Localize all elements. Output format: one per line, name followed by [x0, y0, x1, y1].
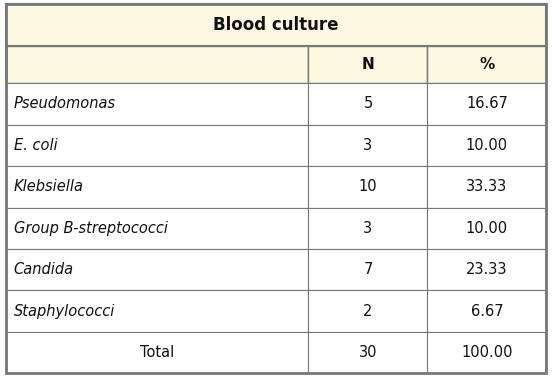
Bar	[309, 125, 427, 166]
Text: Klebsiella: Klebsiella	[14, 179, 84, 194]
Text: 10.00: 10.00	[466, 221, 508, 236]
Text: 5: 5	[363, 97, 373, 112]
Bar	[6, 290, 309, 332]
Bar	[6, 332, 309, 373]
Bar	[427, 166, 546, 207]
Bar	[427, 83, 546, 125]
Text: 16.67: 16.67	[466, 97, 508, 112]
Bar	[309, 290, 427, 332]
Text: 6.67: 6.67	[471, 303, 503, 319]
Bar	[309, 46, 427, 83]
Bar	[427, 332, 546, 373]
Bar	[6, 46, 309, 83]
Text: 10.00: 10.00	[466, 138, 508, 153]
Bar	[309, 166, 427, 207]
Text: Blood culture: Blood culture	[213, 16, 339, 34]
Text: 33.33: 33.33	[466, 179, 508, 194]
Text: 3: 3	[363, 138, 373, 153]
Bar	[6, 249, 309, 290]
Text: 2: 2	[363, 303, 373, 319]
Text: Total: Total	[140, 345, 174, 360]
Text: E. coli: E. coli	[14, 138, 57, 153]
Text: 23.33: 23.33	[466, 262, 508, 277]
Bar	[6, 83, 309, 125]
Text: Staphylococci: Staphylococci	[14, 303, 115, 319]
Bar	[427, 46, 546, 83]
Bar	[309, 332, 427, 373]
Text: Candida: Candida	[14, 262, 74, 277]
Bar	[6, 207, 309, 249]
Text: 3: 3	[363, 221, 373, 236]
Text: 10: 10	[359, 179, 377, 194]
Text: 7: 7	[363, 262, 373, 277]
Bar	[309, 83, 427, 125]
Bar	[309, 249, 427, 290]
Text: 30: 30	[359, 345, 377, 360]
Bar	[309, 207, 427, 249]
Text: Group B-streptococci: Group B-streptococci	[14, 221, 168, 236]
Bar	[6, 166, 309, 207]
Text: N: N	[362, 57, 374, 72]
Bar	[6, 125, 309, 166]
Text: 100.00: 100.00	[461, 345, 513, 360]
Text: Pseudomonas: Pseudomonas	[14, 97, 116, 112]
Text: %: %	[479, 57, 495, 72]
Bar	[427, 290, 546, 332]
Bar	[427, 249, 546, 290]
Bar	[6, 4, 546, 46]
Bar	[427, 207, 546, 249]
Bar	[427, 125, 546, 166]
